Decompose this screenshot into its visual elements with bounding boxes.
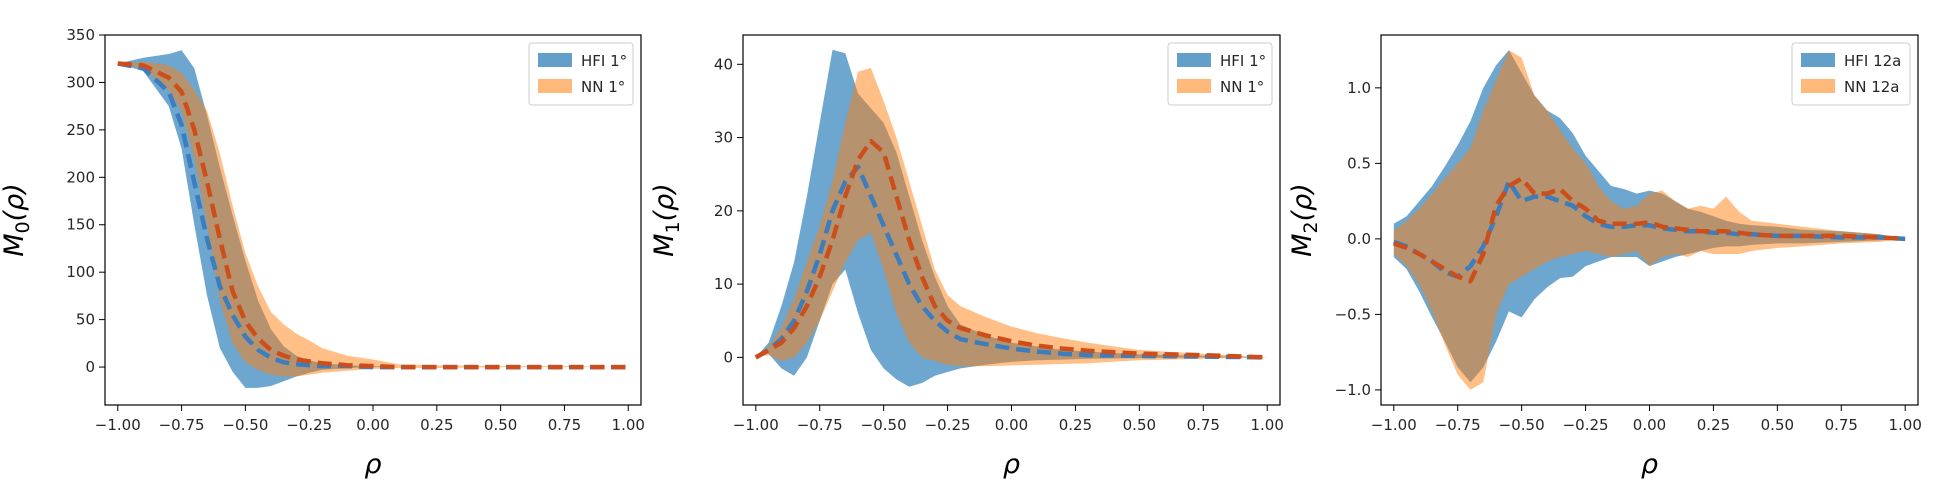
y-axis-label: M2(ρ) — [1287, 183, 1322, 257]
x-tick-label: 0.50 — [484, 416, 517, 434]
y-tick-label: 150 — [66, 216, 95, 234]
x-tick-label: −0.75 — [1435, 416, 1481, 434]
y-tick-label: 200 — [66, 168, 95, 186]
x-tick-label: −0.25 — [286, 416, 332, 434]
x-tick-label: −0.50 — [1499, 416, 1545, 434]
x-tick-label: 0.00 — [356, 416, 389, 434]
x-tick-label: 0.50 — [1761, 416, 1794, 434]
legend-label: NN 1° — [1220, 78, 1264, 96]
y-tick-label: −1.0 — [1335, 381, 1371, 399]
y-label-arg: (ρ) — [0, 183, 30, 221]
x-tick-label: −0.50 — [861, 416, 907, 434]
band-nn — [117, 61, 629, 377]
x-tick-label: −0.75 — [797, 416, 843, 434]
x-tick-label: −0.75 — [159, 416, 205, 434]
mean-line-nn — [117, 61, 629, 370]
chart-panel-3: −1.00 −0.75 −0.50 −0.25 0.00 0.25 0.50 0.75 1.00… — [1287, 34, 1922, 480]
y-label-base: M — [649, 234, 680, 257]
y-tick-label: 0.5 — [1347, 154, 1371, 172]
band-nn — [755, 68, 1268, 367]
y-label-sub: 0 — [12, 221, 34, 233]
x-tick-label: 0.50 — [1123, 416, 1156, 434]
mean-line-hfi — [754, 164, 1268, 360]
y-label-sub: 1 — [662, 221, 684, 233]
x-axis-label: ρ — [1003, 449, 1020, 480]
y-label-base: M — [0, 234, 30, 257]
y-tick-label: 10 — [714, 275, 733, 293]
y-tick-label: 40 — [714, 55, 733, 73]
y-label-sub: 2 — [1300, 221, 1322, 233]
legend-swatch — [1177, 53, 1211, 67]
mean-line-nn — [754, 138, 1268, 360]
y-tick-label: 100 — [66, 263, 95, 281]
y-tick-label: 250 — [66, 121, 95, 139]
y-label-base: M — [1287, 234, 1318, 257]
legend-swatch — [538, 79, 572, 93]
y-tick-label: 0 — [723, 348, 733, 366]
legend-swatch — [1801, 53, 1835, 67]
x-tick-label: 0.00 — [1633, 416, 1666, 434]
x-tick-label: −1.00 — [95, 416, 141, 434]
x-tick-label: −0.25 — [1563, 416, 1609, 434]
x-tick-label: 1.00 — [612, 416, 645, 434]
x-tick-label: 0.75 — [1187, 416, 1220, 434]
legend: HFI 1° NN 1° — [528, 42, 634, 106]
x-tick-label: 0.75 — [1825, 416, 1858, 434]
y-tick-label: 50 — [76, 311, 95, 329]
mean-line-hfi — [1393, 179, 1906, 279]
chart-panel-2: −1.00 −0.75 −0.50 −0.25 0.00 0.25 0.50 0.75 1.00… — [649, 34, 1284, 480]
y-axis-label: M1(ρ) — [649, 183, 684, 257]
x-axis-label: ρ — [364, 449, 381, 480]
legend-swatch — [1177, 79, 1211, 93]
y-label-arg: (ρ) — [1287, 183, 1318, 221]
x-tick-label: 0.25 — [1697, 416, 1730, 434]
y-tick-label: 350 — [66, 26, 95, 44]
legend-label: NN 12a — [1844, 78, 1900, 96]
y-label-arg: (ρ) — [649, 183, 680, 221]
y-tick-label: 0.0 — [1347, 230, 1371, 248]
chart-panel-1: −1.00 −0.75 −0.50 −0.25 0.00 0.25 0.50 0.75 1.00… — [0, 26, 645, 480]
x-tick-label: 1.00 — [1889, 416, 1922, 434]
x-tick-label: 1.00 — [1251, 416, 1284, 434]
legend-label: HFI 1° — [581, 52, 627, 70]
legend: HFI 12a NN 12a — [1791, 42, 1911, 106]
x-axis-label: ρ — [1641, 449, 1658, 480]
legend-label: HFI 1° — [1220, 52, 1266, 70]
y-tick-label: 300 — [66, 73, 95, 91]
x-tick-label: 0.75 — [548, 416, 581, 434]
y-tick-label: 20 — [714, 202, 733, 220]
x-tick-label: −0.25 — [925, 416, 971, 434]
legend-swatch — [538, 53, 572, 67]
y-tick-label: 1.0 — [1347, 79, 1371, 97]
x-tick-label: 0.00 — [995, 416, 1028, 434]
x-tick-label: 0.25 — [1059, 416, 1092, 434]
legend: HFI 1° NN 1° — [1167, 42, 1273, 106]
y-tick-label: −0.5 — [1335, 305, 1371, 323]
legend-label: NN 1° — [581, 78, 625, 96]
legend-label: HFI 12a — [1844, 52, 1901, 70]
band-nn — [1393, 50, 1906, 390]
x-tick-label: −0.50 — [222, 416, 268, 434]
y-axis-label: M0(ρ) — [0, 183, 34, 257]
x-tick-label: −1.00 — [1371, 416, 1417, 434]
mean-line-hfi — [117, 61, 629, 370]
legend-swatch — [1801, 79, 1835, 93]
mean-line-nn — [1393, 176, 1906, 284]
x-tick-label: 0.25 — [420, 416, 453, 434]
y-tick-label: 30 — [714, 129, 733, 147]
x-tick-label: −1.00 — [733, 416, 779, 434]
y-tick-label: 0 — [85, 358, 95, 376]
